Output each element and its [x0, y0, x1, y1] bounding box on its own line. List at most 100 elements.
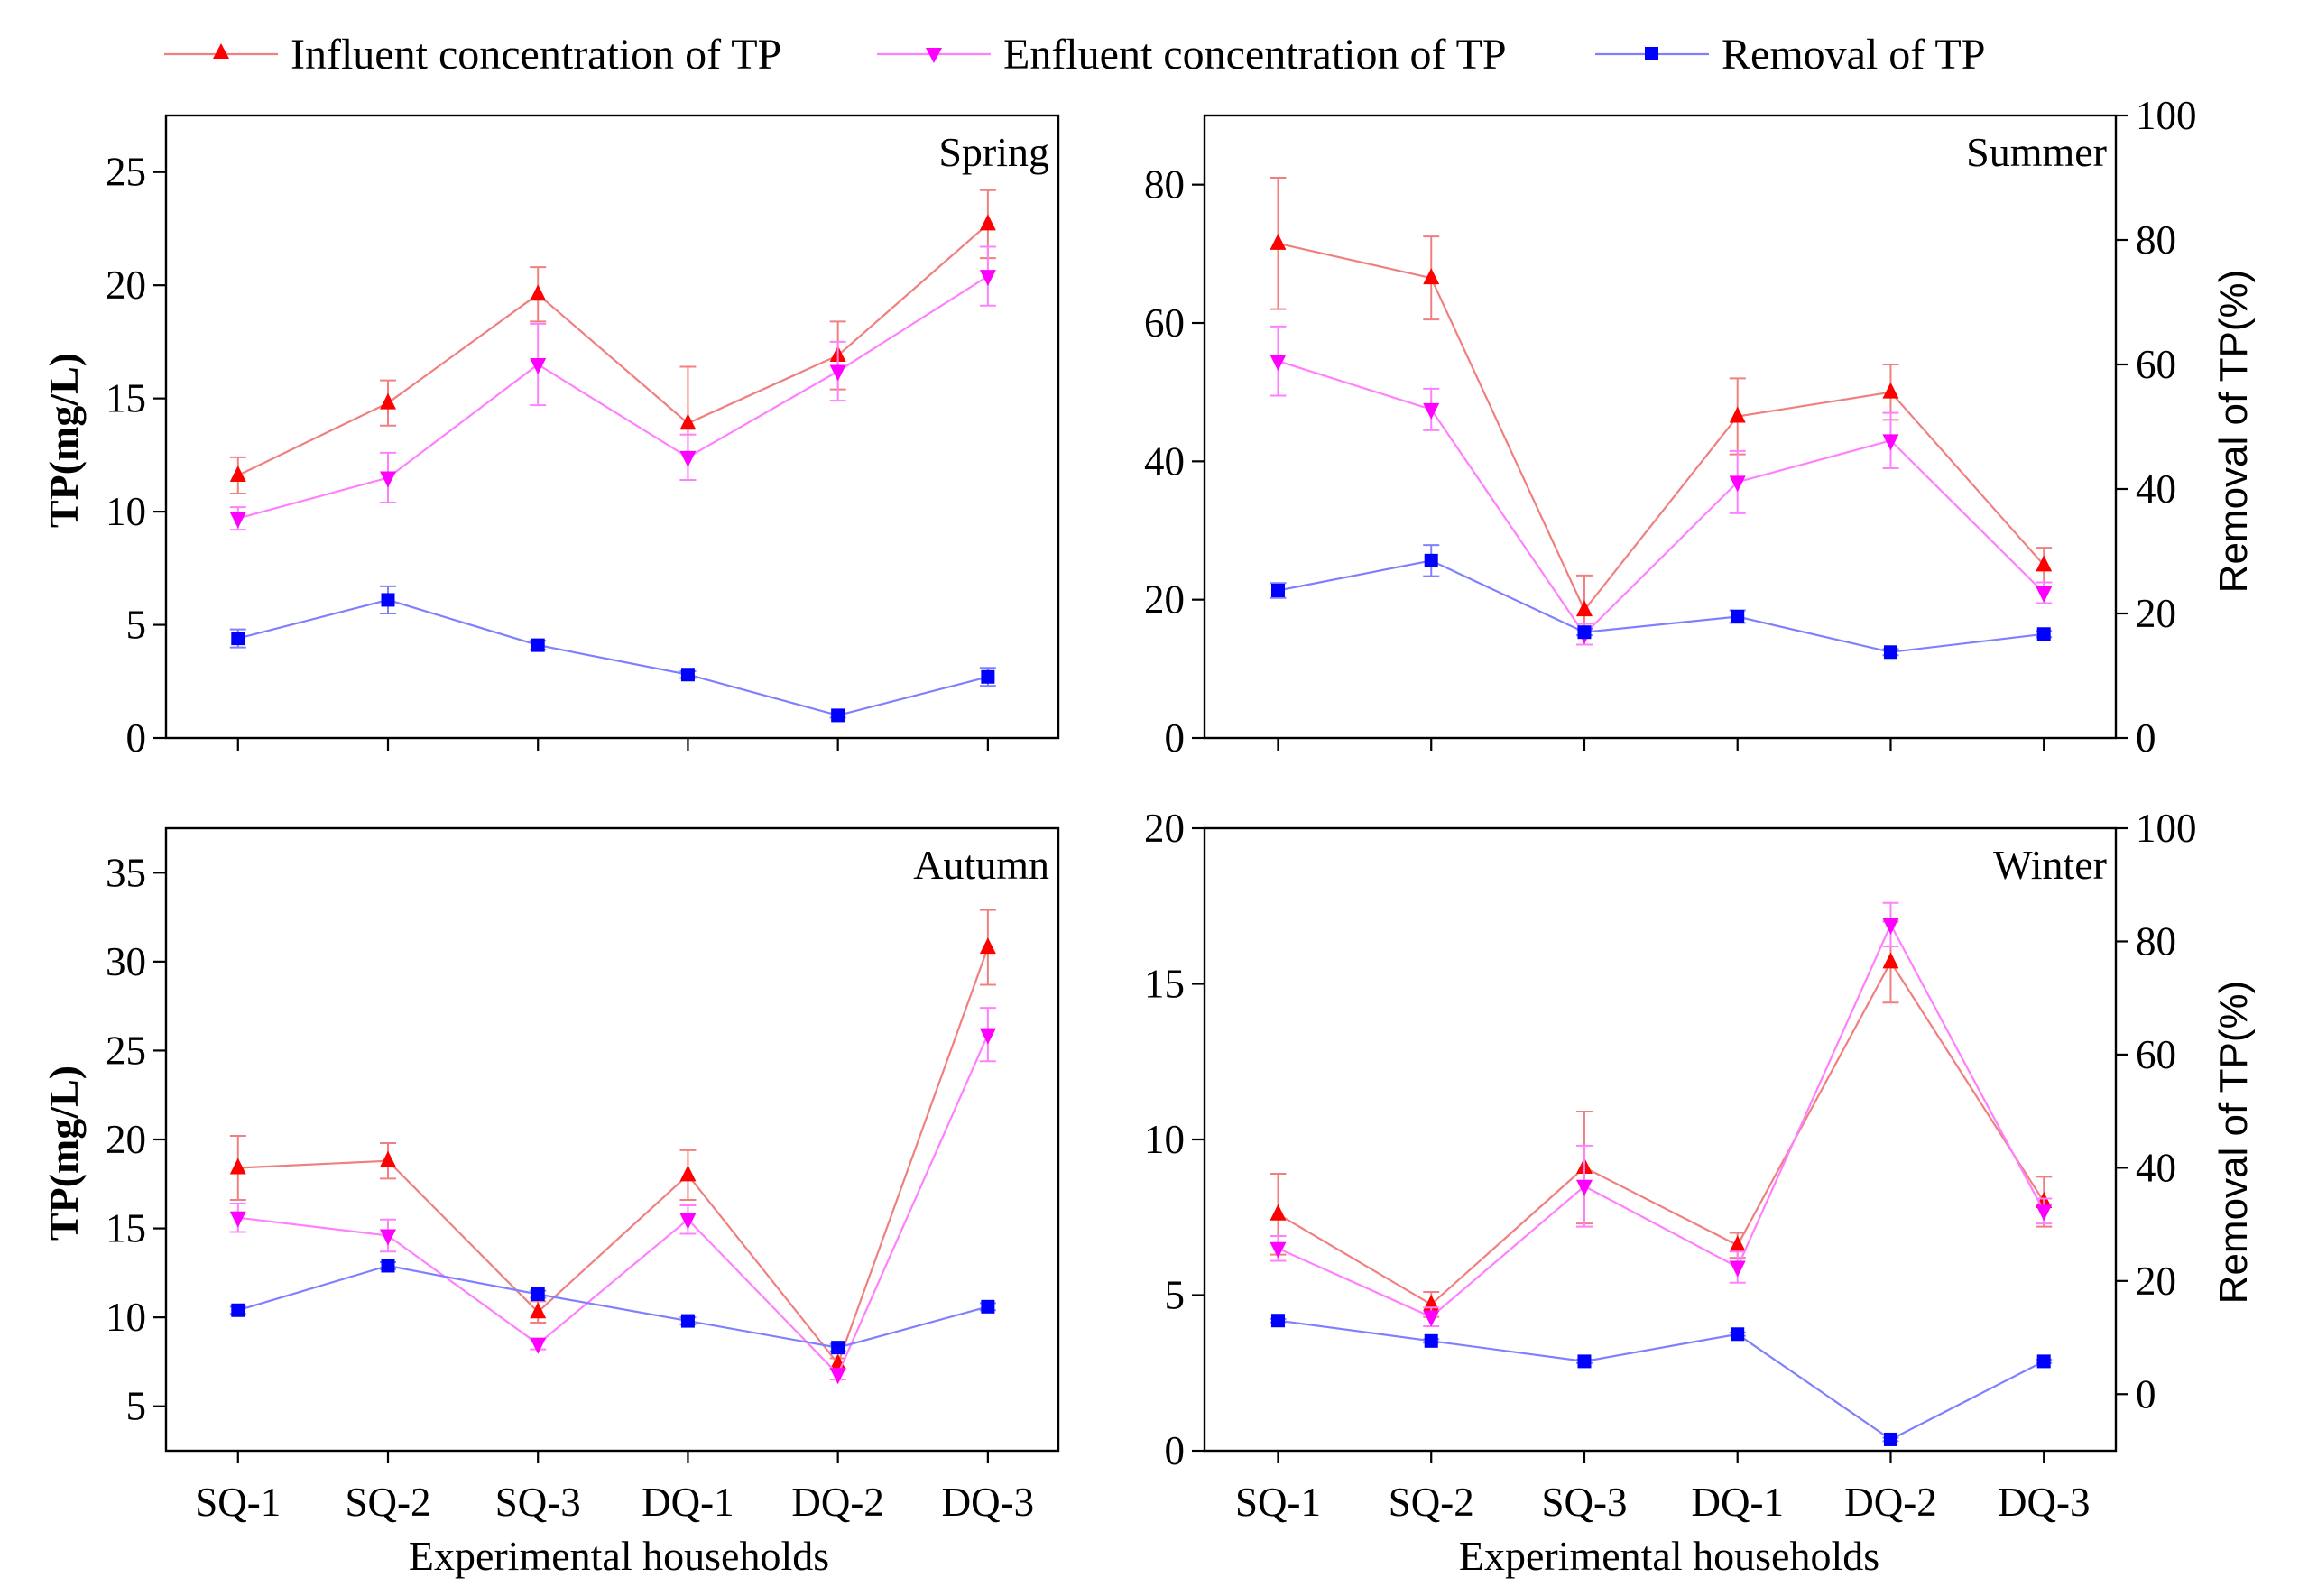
series-removal [1270, 1314, 2053, 1446]
x-tick-label: SQ-3 [495, 1480, 581, 1525]
y2-tick-label: 0 [2136, 1371, 2156, 1416]
data-point [1882, 382, 1899, 399]
data-point [1882, 434, 1899, 451]
data-point [2036, 1354, 2051, 1369]
data-point [979, 270, 996, 287]
y2-axis-label-top: Removal of TP(%) [2211, 270, 2256, 594]
data-point [380, 392, 397, 410]
series-influent [229, 909, 996, 1370]
y-tick-label: 5 [126, 603, 147, 648]
y-tick-label: 20 [1144, 806, 1185, 851]
data-point [679, 1213, 697, 1230]
y-tick-label: 60 [1144, 300, 1185, 346]
x-axis-label-right: Experimental households [1459, 1533, 1879, 1579]
legend-effluent-label: Enfluent concentration of TP [1003, 31, 1507, 78]
plot-frame [1203, 114, 2118, 740]
panel-title: Winter [1993, 842, 2107, 888]
data-point [679, 450, 697, 467]
x-tick-label: SQ-1 [195, 1480, 281, 1525]
data-point [1575, 600, 1593, 617]
x-tick-label: SQ-1 [1235, 1480, 1321, 1525]
series-line [1278, 242, 2045, 613]
data-point [1729, 406, 1746, 423]
data-point [679, 413, 697, 430]
y2-tick-label: 40 [2136, 466, 2176, 512]
data-point [979, 937, 996, 955]
data-point [2036, 586, 2053, 603]
y-tick-label: 0 [1165, 715, 1186, 761]
x-tick-label: DQ-2 [791, 1480, 883, 1525]
data-point [1423, 268, 1440, 285]
y2-tick-label: 80 [2136, 217, 2176, 263]
plot-frame [1203, 826, 2118, 1453]
series-line [237, 598, 989, 717]
data-point [1729, 1235, 1746, 1252]
data-point [1882, 918, 1899, 935]
panel-autumn: 5 10 15 20 25 30 35 SQ-1 SQ-2 SQ-3 DQ-1 DQ-2 DQ-3 Aut… [106, 826, 1060, 1525]
legend-removal-label: Removal of TP [1722, 31, 1985, 78]
legend-item-effluent: Enfluent concentration of TP [877, 31, 1507, 78]
legend-influent-label: Influent concentration of TP [291, 31, 781, 78]
panel-summer: 0 20 40 60 80 0 20 40 60 80 100 Summer [1144, 93, 2197, 761]
data-point [229, 1158, 246, 1175]
series-removal [229, 585, 996, 723]
y2-tick-label: 60 [2136, 342, 2176, 387]
data-point [1577, 625, 1592, 640]
y2-tick-label: 20 [2136, 1259, 2176, 1304]
y-tick-label: 20 [106, 263, 146, 308]
x-axis-label-left: Experimental households [409, 1533, 829, 1579]
data-point [1883, 645, 1897, 660]
data-point [229, 512, 246, 529]
data-point [1270, 583, 1285, 597]
data-point [531, 638, 545, 652]
y-tick-label: 10 [106, 489, 146, 534]
series-line [237, 946, 989, 1366]
panel-title: Summer [1966, 129, 2107, 175]
data-point [2036, 1204, 2053, 1222]
y-tick-label: 20 [1144, 577, 1185, 623]
data-point [1270, 1314, 1285, 1328]
series-line [1278, 922, 2045, 1318]
y-tick-label: 5 [1165, 1273, 1186, 1318]
y-tick-label: 40 [1144, 438, 1185, 484]
plot-frame [164, 114, 1060, 740]
series-influent [229, 189, 996, 495]
series-effluent [1270, 901, 2053, 1327]
y-tick-label: 25 [106, 150, 146, 195]
series-line [1277, 960, 2045, 1306]
data-point [1270, 233, 1287, 250]
data-point [981, 669, 995, 684]
x-tick-label: SQ-2 [1389, 1480, 1474, 1525]
y-tick-label: 35 [106, 850, 146, 895]
data-point [1731, 1327, 1745, 1342]
series-effluent [1270, 325, 2053, 646]
data-point [381, 593, 395, 607]
data-point [1423, 1310, 1440, 1327]
data-point [229, 465, 246, 482]
y-tick-label: 15 [1144, 962, 1185, 1007]
series-line [237, 1264, 989, 1349]
data-point [1882, 952, 1899, 969]
data-point [979, 1028, 996, 1045]
series-line [1278, 360, 2045, 636]
y-axis-label-bottom: TP(mg/L) [41, 1066, 87, 1241]
data-point [2036, 555, 2053, 572]
data-point [1883, 1432, 1897, 1446]
series-removal [1270, 544, 2053, 660]
data-point [1270, 1204, 1287, 1221]
x-tick-label: DQ-1 [642, 1480, 734, 1525]
y-tick-label: 0 [1165, 1428, 1186, 1473]
x-tick-label: DQ-1 [1691, 1480, 1783, 1525]
data-point [1424, 553, 1438, 567]
y-tick-label: 0 [126, 715, 147, 761]
panel-winter: 0 5 10 15 20 0 20 40 60 80 100 SQ-1 SQ-2 SQ-3 DQ-1 DQ-2… [1144, 806, 2197, 1525]
series-influent [1270, 920, 2053, 1318]
y-tick-label: 15 [106, 1206, 146, 1251]
data-point [530, 1302, 547, 1319]
series-line [237, 275, 989, 520]
x-tick-label: DQ-3 [1998, 1480, 2090, 1525]
data-point [231, 1303, 245, 1317]
series-line [237, 223, 989, 476]
data-point [680, 668, 695, 682]
